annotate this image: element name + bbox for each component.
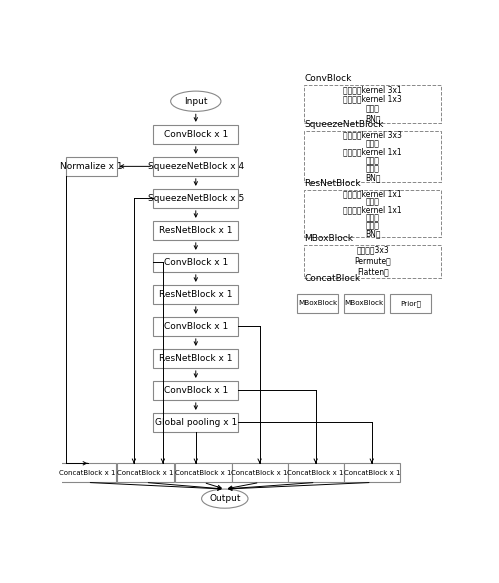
Text: Global pooling x 1: Global pooling x 1 [155,418,237,427]
FancyBboxPatch shape [304,245,441,278]
Text: Normalize x 1: Normalize x 1 [60,162,123,171]
FancyBboxPatch shape [153,413,239,432]
Text: ConvBlock x 1: ConvBlock x 1 [164,386,228,395]
Text: Input: Input [184,97,208,106]
FancyBboxPatch shape [153,189,239,208]
Text: MBoxBlock: MBoxBlock [344,300,384,306]
FancyBboxPatch shape [153,381,239,400]
Text: 卷积层：kernel 3x3: 卷积层：kernel 3x3 [343,131,402,139]
FancyBboxPatch shape [153,317,239,336]
Text: MBoxBlock: MBoxBlock [298,300,337,306]
Text: Permute层: Permute层 [354,257,391,266]
Text: Prior层: Prior层 [400,300,421,307]
FancyBboxPatch shape [287,463,344,483]
Text: SqueezeNetBlock x 4: SqueezeNetBlock x 4 [148,162,244,171]
FancyBboxPatch shape [153,349,239,368]
FancyBboxPatch shape [153,285,239,304]
Text: 卷积层：kernel 1x3: 卷积层：kernel 1x3 [343,94,402,104]
FancyBboxPatch shape [176,463,232,483]
Text: 激活层: 激活层 [366,213,380,222]
FancyBboxPatch shape [304,131,441,182]
Text: Output: Output [209,494,241,503]
FancyBboxPatch shape [117,463,174,483]
FancyBboxPatch shape [304,85,441,124]
FancyBboxPatch shape [344,294,384,313]
Text: Flatten层: Flatten层 [357,268,389,277]
FancyBboxPatch shape [59,463,116,483]
Text: ConvBlock x 1: ConvBlock x 1 [164,258,228,267]
Text: ResNetBlock x 1: ResNetBlock x 1 [159,354,233,363]
Text: 卷积层：kernel 1x1: 卷积层：kernel 1x1 [343,147,402,157]
FancyBboxPatch shape [153,253,239,272]
Ellipse shape [202,489,248,508]
Text: 激活层: 激活层 [366,139,380,148]
FancyBboxPatch shape [390,294,431,313]
Ellipse shape [171,91,221,111]
Text: BN层: BN层 [365,114,380,123]
Text: ConvBlock x 1: ConvBlock x 1 [164,130,228,139]
Text: 连接层: 连接层 [366,165,380,174]
FancyBboxPatch shape [153,157,239,176]
Text: ConcatBlock x 1: ConcatBlock x 1 [175,470,232,476]
FancyBboxPatch shape [297,294,338,313]
Text: ConcatBlock x 1: ConcatBlock x 1 [59,470,116,476]
Text: ResNetBlock x 1: ResNetBlock x 1 [159,290,233,299]
FancyBboxPatch shape [153,221,239,240]
Text: 激活层: 激活层 [366,156,380,165]
Text: 卷积层：kernel 1x1: 卷积层：kernel 1x1 [343,205,402,214]
Text: ConcatBlock: ConcatBlock [304,275,360,283]
Text: ConvBlock x 1: ConvBlock x 1 [164,322,228,331]
Text: 叠加层: 叠加层 [366,221,380,230]
Text: SqueezeNetBlock x 5: SqueezeNetBlock x 5 [148,194,244,203]
Text: 激活层: 激活层 [366,197,380,206]
Text: 激活层: 激活层 [366,104,380,113]
Text: ConcatBlock x 1: ConcatBlock x 1 [232,470,288,476]
Text: ConvBlock: ConvBlock [304,74,351,83]
Text: BN层: BN层 [365,229,380,238]
FancyBboxPatch shape [153,125,239,144]
Text: ResNetBlock: ResNetBlock [304,179,361,188]
FancyBboxPatch shape [304,189,441,237]
Text: ConcatBlock x 1: ConcatBlock x 1 [287,470,344,476]
Text: ResNetBlock x 1: ResNetBlock x 1 [159,226,233,235]
Text: 卷积层：kernel 3x1: 卷积层：kernel 3x1 [343,85,402,94]
Text: ConcatBlock x 1: ConcatBlock x 1 [117,470,174,476]
Text: SqueezeNetBlock: SqueezeNetBlock [304,120,383,129]
Text: 卷积层：3x3: 卷积层：3x3 [356,246,389,255]
FancyBboxPatch shape [66,157,116,176]
FancyBboxPatch shape [344,463,400,483]
Text: 卷积层：kernel 1x1: 卷积层：kernel 1x1 [343,189,402,198]
Text: MBoxBlock: MBoxBlock [304,234,353,243]
FancyBboxPatch shape [232,463,287,483]
Text: BN层: BN层 [365,173,380,182]
Text: ConcatBlock x 1: ConcatBlock x 1 [343,470,400,476]
